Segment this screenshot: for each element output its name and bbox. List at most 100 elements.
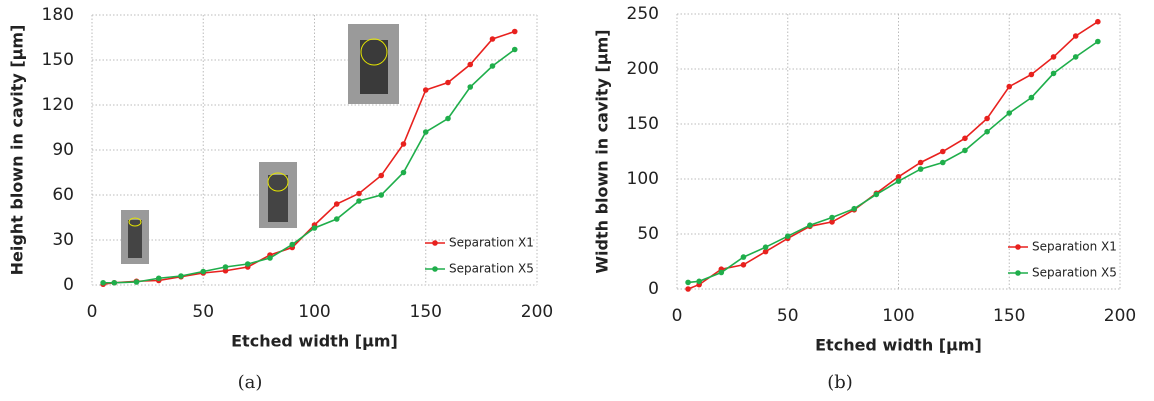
inset-pillar	[268, 175, 288, 222]
x-tick-label: 150	[410, 302, 442, 322]
data-point	[356, 190, 362, 197]
y-tick-label: 150	[42, 50, 74, 70]
y-tick-label: 120	[42, 95, 74, 115]
y-tick-label: 0	[63, 275, 74, 295]
caption: (a)	[238, 372, 263, 393]
data-point	[718, 269, 725, 276]
data-point	[445, 79, 451, 86]
data-point	[467, 61, 474, 68]
y-tick-label: 0	[648, 279, 659, 299]
data-point	[200, 268, 207, 275]
series-line	[687, 40, 1099, 284]
inset-outline	[128, 217, 142, 227]
data-point	[962, 147, 968, 154]
legend-label: Separation X5	[449, 262, 534, 276]
data-point	[1006, 83, 1013, 90]
inset-pillar	[128, 220, 142, 258]
x-tick-label: 100	[298, 302, 330, 322]
data-point	[178, 273, 184, 279]
data-point	[917, 159, 924, 166]
caption: (b)	[827, 372, 853, 393]
data-point	[333, 201, 340, 207]
data-point	[917, 166, 924, 172]
data-point	[400, 141, 407, 147]
x-tick-label: 50	[192, 302, 214, 322]
x-tick-label: 200	[1104, 306, 1136, 326]
data-point	[333, 216, 340, 222]
inset-outline	[267, 172, 289, 192]
data-point	[851, 205, 857, 212]
inset-pillar	[360, 40, 388, 94]
y-tick-label: 250	[627, 4, 659, 24]
data-point	[489, 63, 496, 69]
data-point	[222, 264, 229, 270]
legend-label: Separation X1	[1032, 240, 1117, 254]
data-point	[422, 87, 429, 93]
data-point	[1050, 54, 1057, 60]
data-point	[1072, 54, 1079, 60]
data-point	[400, 169, 407, 176]
x-tick-label: 100	[882, 306, 914, 326]
data-point	[1095, 38, 1101, 45]
y-tick-label: 180	[42, 5, 74, 25]
data-point	[895, 178, 902, 184]
data-point	[685, 279, 691, 286]
data-point	[378, 172, 385, 179]
data-point	[829, 214, 835, 221]
data-point	[984, 115, 990, 122]
data-point	[467, 84, 474, 90]
data-point	[1095, 18, 1101, 25]
data-point	[267, 255, 273, 261]
y-tick-label: 200	[627, 59, 659, 79]
x-axis-title: Etched width [μm]	[815, 336, 982, 355]
data-point	[445, 115, 451, 122]
data-point	[1072, 33, 1079, 39]
y-tick-label: 50	[637, 224, 659, 244]
chart: 0 50 100 150 200 0 30 60 90 120 150 180 Etched width…	[8, 5, 554, 393]
data-point	[100, 279, 106, 286]
data-point	[740, 262, 747, 268]
data-point	[289, 241, 296, 248]
data-point	[378, 192, 385, 198]
x-tick-label: 150	[993, 306, 1025, 326]
data-point	[1050, 70, 1057, 77]
data-point	[1028, 94, 1035, 101]
data-point	[133, 279, 140, 285]
x-tick-label: 0	[672, 306, 683, 326]
data-point	[111, 279, 118, 286]
legend-marker	[1015, 270, 1021, 276]
y-tick-label: 100	[627, 169, 659, 189]
data-point	[940, 159, 946, 166]
data-point	[511, 28, 518, 35]
legend-marker	[432, 266, 438, 272]
data-point	[762, 248, 769, 255]
data-point	[155, 275, 162, 282]
y-tick-label: 60	[52, 185, 74, 205]
data-point	[1028, 71, 1035, 78]
data-point	[511, 46, 518, 53]
data-point	[685, 286, 691, 292]
x-tick-label: 50	[777, 306, 799, 326]
x-axis-title: Etched width [μm]	[231, 332, 398, 351]
y-tick-label: 150	[627, 114, 659, 134]
data-point	[962, 135, 968, 142]
data-point	[311, 225, 318, 231]
data-point	[807, 222, 813, 228]
series-line	[103, 48, 516, 284]
data-point	[984, 128, 990, 135]
data-point	[784, 233, 791, 239]
data-point	[873, 191, 880, 198]
y-axis-title: Width blown in cavity [μm]	[593, 29, 612, 273]
y-tick-label: 90	[52, 140, 74, 160]
data-point	[895, 174, 902, 180]
legend-marker	[1015, 244, 1021, 250]
data-point	[356, 198, 362, 204]
legend-marker	[432, 240, 438, 246]
inset-images	[121, 24, 399, 264]
chart: 0 50 100 150 200 0 50 100 150 200 250 Etched width …	[593, 4, 1137, 393]
data-point	[829, 219, 835, 225]
data-point	[489, 36, 496, 42]
inset-outline	[360, 38, 388, 66]
legend-label: Separation X1	[449, 236, 534, 250]
